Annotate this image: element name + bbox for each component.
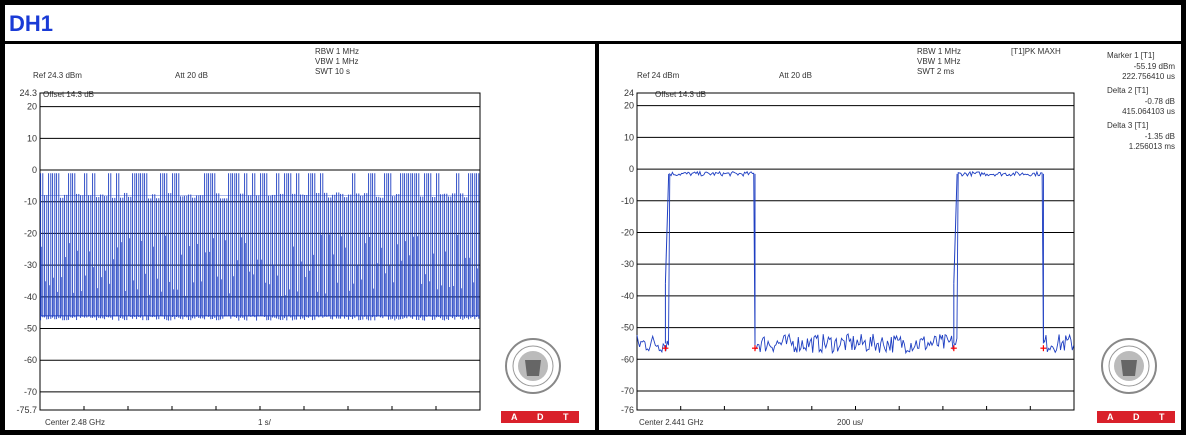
grid — [636, 92, 1075, 411]
y-tick-label: -70 — [24, 387, 37, 397]
logo-letter-t: T — [563, 412, 569, 422]
marker-1-value: -55.19 dBm — [1134, 62, 1176, 71]
y-tick-label: -10 — [24, 197, 37, 207]
y-tick-label: -76 — [621, 405, 634, 415]
right-spectrum-chart: RBW 1 MHz VBW 1 MHz SWT 2 ms [T1]PK MAXH… — [621, 47, 1175, 427]
y-tick-label: -30 — [621, 259, 634, 269]
y-tick-label: -60 — [24, 355, 37, 365]
marker-readout: Marker 1 [T1] -55.19 dBm 222.756410 us D… — [1107, 51, 1175, 151]
center-freq-label: Center 2.441 GHz — [639, 418, 703, 427]
y-tick-label: -40 — [621, 291, 634, 301]
bureau-veritas-seal-icon — [505, 338, 561, 394]
y-tick-labels: 24.3 20 10 0 -10 -20 -30 -40 -50 -60 -70 -75.7 — [16, 88, 37, 415]
vbw-label: VBW 1 MHz — [315, 57, 359, 66]
offset-label: Offset 14.3 dB — [43, 90, 94, 99]
delta-3-value: -1.35 dB — [1145, 132, 1175, 141]
y-tick-label: -60 — [621, 354, 634, 364]
trace-line — [636, 170, 1075, 355]
y-tick-label: -20 — [621, 227, 634, 237]
marker-1-label: Marker 1 [T1] — [1107, 51, 1155, 60]
logo-letter-a: A — [1107, 412, 1114, 422]
trace — [636, 170, 1075, 355]
y-tick-label: 24 — [624, 88, 634, 98]
left-panel: RBW 1 MHz VBW 1 MHz SWT 10 s Ref 24.3 dB… — [5, 44, 595, 430]
span-label: 200 us/ — [837, 418, 864, 427]
pulse-rise — [953, 173, 958, 284]
delta-2-time: 415.064103 us — [1122, 107, 1175, 116]
logo: A D T — [501, 338, 579, 423]
att-label: Att 20 dB — [175, 71, 208, 80]
y-tick-label: -10 — [621, 196, 634, 206]
rbw-label: RBW 1 MHz — [917, 47, 961, 56]
span-label: 1 s/ — [258, 418, 272, 427]
pulse-rise — [664, 173, 670, 284]
y-tick-label: -50 — [621, 323, 634, 333]
delta-3-label: Delta 3 [T1] — [1107, 121, 1148, 130]
y-tick-label: -75.7 — [16, 405, 37, 415]
y-tick-label: 24.3 — [19, 88, 37, 98]
y-tick-label: -20 — [24, 228, 37, 238]
delta-2-value: -0.78 dB — [1145, 97, 1175, 106]
offset-label: Offset 14.3 dB — [655, 90, 706, 99]
rbw-label: RBW 1 MHz — [315, 47, 359, 56]
right-panel: RBW 1 MHz VBW 1 MHz SWT 2 ms [T1]PK MAXH… — [599, 44, 1181, 430]
center-freq-label: Center 2.48 GHz — [45, 418, 105, 427]
swt-label: SWT 10 s — [315, 67, 350, 76]
y-tick-label: 0 — [32, 165, 37, 175]
ref-label: Ref 24 dBm — [637, 71, 680, 80]
logo-letter-d: D — [1133, 412, 1140, 422]
y-tick-label: -50 — [24, 324, 37, 334]
y-tick-label: -30 — [24, 260, 37, 270]
bureau-veritas-seal-icon — [1101, 338, 1157, 394]
ref-label: Ref 24.3 dBm — [33, 71, 82, 80]
swt-label: SWT 2 ms — [917, 67, 954, 76]
logo-letter-a: A — [511, 412, 518, 422]
y-tick-label: 10 — [624, 132, 634, 142]
y-tick-label: 20 — [624, 101, 634, 111]
marker-1-time: 222.756410 us — [1122, 72, 1175, 81]
detector-label: [T1]PK MAXH — [1011, 47, 1061, 56]
y-tick-label: 20 — [27, 102, 37, 112]
plot-frame — [636, 92, 1075, 411]
vbw-label: VBW 1 MHz — [917, 57, 961, 66]
left-spectrum-chart: RBW 1 MHz VBW 1 MHz SWT 10 s Ref 24.3 dB… — [16, 47, 579, 427]
marker-points — [662, 345, 1047, 352]
y-tick-label: -40 — [24, 292, 37, 302]
y-tick-label: 0 — [629, 164, 634, 174]
logo-letter-t: T — [1159, 412, 1165, 422]
y-tick-label: 10 — [27, 133, 37, 143]
att-label: Att 20 dB — [779, 71, 812, 80]
page-title: DH1 — [9, 11, 54, 36]
title-bar: DH1 — [5, 5, 1181, 41]
y-tick-labels: 24 20 10 0 -10 -20 -30 -40 -50 -60 -70 -76 — [621, 88, 634, 415]
delta-2-label: Delta 2 [T1] — [1107, 86, 1148, 95]
logo-letter-d: D — [537, 412, 544, 422]
y-tick-label: -70 — [621, 386, 634, 396]
logo: A D T — [1097, 338, 1175, 423]
trace — [40, 173, 480, 321]
delta-3-time: 1.256013 ms — [1129, 142, 1175, 151]
